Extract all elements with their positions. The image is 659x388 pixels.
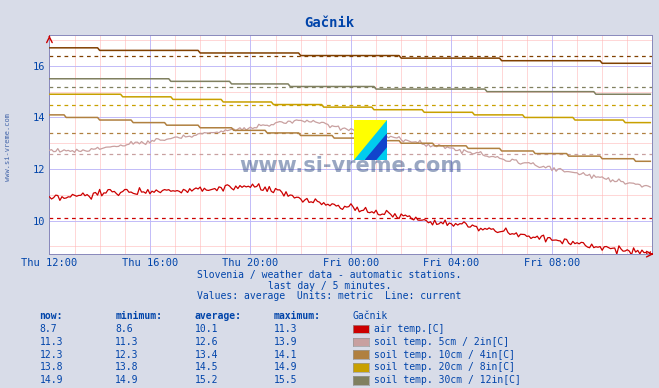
Text: 8.7: 8.7 xyxy=(40,324,57,334)
Text: 12.6: 12.6 xyxy=(194,337,218,347)
Text: 12.3: 12.3 xyxy=(40,350,63,360)
Text: Gačnik: Gačnik xyxy=(353,311,387,321)
Text: 15.2: 15.2 xyxy=(194,375,218,385)
Text: 15.5: 15.5 xyxy=(273,375,297,385)
Text: last day / 5 minutes.: last day / 5 minutes. xyxy=(268,281,391,291)
Text: 13.9: 13.9 xyxy=(273,337,297,347)
Text: now:: now: xyxy=(40,311,63,321)
Text: www.si-vreme.com: www.si-vreme.com xyxy=(239,156,463,177)
Text: Gačnik: Gačnik xyxy=(304,16,355,30)
Text: soil temp. 10cm / 4in[C]: soil temp. 10cm / 4in[C] xyxy=(374,350,515,360)
Polygon shape xyxy=(366,134,387,160)
Text: 13.8: 13.8 xyxy=(40,362,63,372)
Text: 14.1: 14.1 xyxy=(273,350,297,360)
Text: 13.4: 13.4 xyxy=(194,350,218,360)
Text: soil temp. 5cm / 2in[C]: soil temp. 5cm / 2in[C] xyxy=(374,337,509,347)
Text: soil temp. 30cm / 12in[C]: soil temp. 30cm / 12in[C] xyxy=(374,375,521,385)
Text: 14.9: 14.9 xyxy=(273,362,297,372)
Text: www.si-vreme.com: www.si-vreme.com xyxy=(5,113,11,182)
Text: average:: average: xyxy=(194,311,241,321)
Text: 13.8: 13.8 xyxy=(115,362,139,372)
Text: air temp.[C]: air temp.[C] xyxy=(374,324,445,334)
Text: maximum:: maximum: xyxy=(273,311,320,321)
Text: Values: average  Units: metric  Line: current: Values: average Units: metric Line: curr… xyxy=(197,291,462,301)
Text: 14.9: 14.9 xyxy=(115,375,139,385)
Text: 12.3: 12.3 xyxy=(115,350,139,360)
Text: soil temp. 20cm / 8in[C]: soil temp. 20cm / 8in[C] xyxy=(374,362,515,372)
Text: Slovenia / weather data - automatic stations.: Slovenia / weather data - automatic stat… xyxy=(197,270,462,280)
Text: 14.5: 14.5 xyxy=(194,362,218,372)
Text: 10.1: 10.1 xyxy=(194,324,218,334)
Text: 11.3: 11.3 xyxy=(40,337,63,347)
Text: 11.3: 11.3 xyxy=(273,324,297,334)
Text: 11.3: 11.3 xyxy=(115,337,139,347)
Text: minimum:: minimum: xyxy=(115,311,162,321)
Text: 14.9: 14.9 xyxy=(40,375,63,385)
Polygon shape xyxy=(354,120,387,160)
Polygon shape xyxy=(354,120,387,160)
Text: 8.6: 8.6 xyxy=(115,324,133,334)
